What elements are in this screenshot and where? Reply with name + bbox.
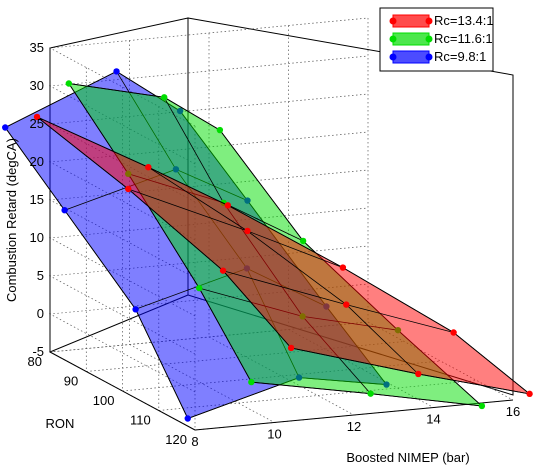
data-point	[61, 207, 68, 214]
legend-marker	[389, 35, 397, 43]
legend-label: Rc=9.8:1	[434, 49, 486, 64]
data-point	[125, 185, 132, 193]
z-tick-label: 0	[37, 306, 44, 321]
data-point	[224, 202, 232, 209]
z-tick-label: 5	[37, 268, 44, 283]
legend-marker	[425, 53, 433, 61]
y-tick-label: 120	[165, 432, 187, 447]
data-point	[343, 301, 350, 308]
series-surface	[33, 113, 533, 398]
z-tick-label: 30	[30, 78, 44, 93]
legend-items: Rc=13.4:1 Rc=11.6:1 Rc=9.8:1	[389, 13, 494, 64]
legend-marker	[389, 53, 397, 61]
x-axis-line	[194, 399, 514, 431]
mesh-line	[36, 116, 292, 349]
data-point	[145, 164, 152, 171]
legend-label: Rc=11.6:1	[434, 31, 493, 46]
legend: Rc=13.4:1 Rc=11.6:1 Rc=9.8:1	[379, 7, 494, 72]
y-tick-label: 110	[130, 413, 151, 428]
data-point	[65, 80, 73, 87]
data-point	[113, 68, 120, 75]
axis-lines	[49, 48, 514, 431]
y-axis-line	[49, 351, 196, 431]
data-point	[33, 113, 41, 121]
data-point	[526, 390, 533, 398]
data-point	[184, 415, 191, 422]
legend-item: Rc=13.4:1	[389, 13, 494, 28]
data-point	[415, 370, 422, 378]
y-tick-label: 100	[93, 393, 115, 408]
x-tick-label: 16	[506, 404, 520, 419]
data-point	[219, 267, 227, 274]
legend-swatch	[392, 14, 430, 28]
legend-marker	[425, 35, 433, 43]
mesh-line	[227, 204, 530, 395]
x-tick-label: 8	[191, 434, 198, 449]
data-point	[450, 329, 457, 336]
data-point	[161, 94, 168, 101]
z-tick-label: 20	[30, 154, 44, 169]
data-point	[244, 227, 251, 235]
data-point	[132, 306, 139, 313]
data-point	[216, 126, 224, 134]
y-tick-label: 90	[64, 374, 78, 389]
z-tick-label: 25	[30, 116, 44, 131]
ticks: -5 0 5 10 15 20 25 30 35 80 90 100 110 120 8 10 12 14 16	[28, 40, 521, 449]
z-tick-label: -5	[32, 344, 44, 359]
z-tick-label: 15	[30, 192, 44, 207]
x-tick-label: 12	[347, 419, 361, 434]
data-point	[478, 402, 486, 410]
data-point	[339, 264, 347, 271]
x-tick-label: 10	[267, 427, 281, 442]
x-tick-label: 14	[426, 412, 440, 427]
data-point	[2, 124, 9, 131]
y-tick-label: 80	[28, 354, 42, 369]
legend-swatch	[392, 32, 430, 46]
legend-label: Rc=13.4:1	[434, 13, 494, 28]
surfaces	[2, 68, 533, 422]
legend-swatch	[392, 50, 430, 64]
data-point	[196, 284, 203, 292]
legend-marker	[389, 17, 397, 25]
data-point	[287, 344, 295, 352]
legend-item: Rc=9.8:1	[389, 49, 486, 64]
mesh-line	[148, 166, 419, 375]
zlabel: Combustion Retard (degCA)	[4, 138, 19, 302]
z-tick-label: 10	[30, 230, 44, 245]
ylabel: RON	[46, 416, 75, 431]
data-point	[248, 378, 255, 386]
legend-marker	[425, 17, 433, 25]
legend-item: Rc=11.6:1	[389, 31, 493, 46]
data-point	[299, 237, 307, 245]
mesh-line	[4, 127, 189, 419]
mesh-line	[68, 83, 252, 383]
xlabel: Boosted NIMEP (bar)	[346, 450, 469, 465]
z-tick-label: 35	[30, 40, 44, 55]
data-point	[367, 390, 374, 397]
